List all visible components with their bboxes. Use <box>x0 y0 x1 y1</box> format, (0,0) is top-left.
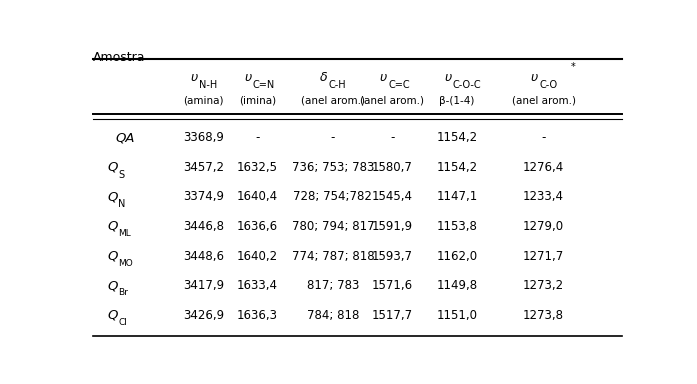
Text: υ: υ <box>190 71 198 84</box>
Text: Cl: Cl <box>118 318 128 327</box>
Text: -: - <box>330 131 335 144</box>
Text: Q: Q <box>107 161 118 174</box>
Text: 1545,4: 1545,4 <box>372 190 413 204</box>
Text: C-O: C-O <box>539 80 558 90</box>
Text: 1640,4: 1640,4 <box>237 190 278 204</box>
Text: C-O-C: C-O-C <box>453 80 482 90</box>
Text: 3448,6: 3448,6 <box>183 250 224 263</box>
Text: 1580,7: 1580,7 <box>372 161 413 174</box>
Text: 1147,1: 1147,1 <box>436 190 477 204</box>
Text: 784; 818: 784; 818 <box>307 309 359 322</box>
Text: υ: υ <box>445 71 452 84</box>
Text: 817; 783: 817; 783 <box>307 279 359 292</box>
Text: 1154,2: 1154,2 <box>436 131 477 144</box>
Text: 1640,2: 1640,2 <box>237 250 278 263</box>
Text: -: - <box>542 131 546 144</box>
Text: υ: υ <box>380 71 387 84</box>
Text: 1162,0: 1162,0 <box>436 250 477 263</box>
Text: 1636,6: 1636,6 <box>237 220 278 233</box>
Text: 728; 754;782: 728; 754;782 <box>293 190 372 204</box>
Text: 736; 753; 783: 736; 753; 783 <box>292 161 374 174</box>
Text: 1273,2: 1273,2 <box>523 279 564 292</box>
Text: ML: ML <box>118 229 131 238</box>
Text: C=C: C=C <box>388 80 410 90</box>
Text: Q: Q <box>107 190 118 204</box>
Text: (imina): (imina) <box>238 96 276 106</box>
Text: Q: Q <box>107 220 118 233</box>
Text: 3426,9: 3426,9 <box>183 309 224 322</box>
Text: 3374,9: 3374,9 <box>183 190 224 204</box>
Text: 1279,0: 1279,0 <box>523 220 564 233</box>
Text: 3368,9: 3368,9 <box>183 131 224 144</box>
Text: N: N <box>118 199 126 209</box>
Text: 3457,2: 3457,2 <box>183 161 224 174</box>
Text: 1633,4: 1633,4 <box>237 279 278 292</box>
Text: 1593,7: 1593,7 <box>372 250 413 263</box>
Text: -: - <box>255 131 259 144</box>
Text: 1591,9: 1591,9 <box>372 220 413 233</box>
Text: 1271,7: 1271,7 <box>523 250 564 263</box>
Text: Br: Br <box>118 288 128 298</box>
Text: β-(1-4): β-(1-4) <box>439 96 475 106</box>
Text: 1153,8: 1153,8 <box>437 220 477 233</box>
Text: υ: υ <box>531 71 538 84</box>
Text: 1233,4: 1233,4 <box>523 190 564 204</box>
Text: (anel arom.): (anel arom.) <box>360 96 424 106</box>
Text: 1276,4: 1276,4 <box>523 161 564 174</box>
Text: 1154,2: 1154,2 <box>436 161 477 174</box>
Text: (anel arom.): (anel arom.) <box>301 96 365 106</box>
Text: C-H: C-H <box>328 80 346 90</box>
Text: 1273,8: 1273,8 <box>523 309 564 322</box>
Text: C=N: C=N <box>253 80 275 90</box>
Text: δ: δ <box>320 71 328 84</box>
Text: 774; 787; 818: 774; 787; 818 <box>291 250 374 263</box>
Text: 780; 794; 817: 780; 794; 817 <box>291 220 374 233</box>
Text: 3446,8: 3446,8 <box>183 220 224 233</box>
Text: *: * <box>571 62 576 72</box>
Text: Amostra: Amostra <box>93 51 145 63</box>
Text: 1632,5: 1632,5 <box>237 161 278 174</box>
Text: (anel arom.): (anel arom.) <box>512 96 576 106</box>
Text: 1571,6: 1571,6 <box>372 279 413 292</box>
Text: (amina): (amina) <box>183 96 224 106</box>
Text: υ: υ <box>245 71 252 84</box>
Text: N-H: N-H <box>199 80 217 90</box>
Text: QA: QA <box>115 131 135 144</box>
Text: MO: MO <box>118 259 133 268</box>
Text: 1636,3: 1636,3 <box>237 309 278 322</box>
Text: Q: Q <box>107 250 118 263</box>
Text: 1151,0: 1151,0 <box>436 309 477 322</box>
Text: Q: Q <box>107 309 118 322</box>
Text: S: S <box>118 170 125 180</box>
Text: -: - <box>390 131 395 144</box>
Text: 1517,7: 1517,7 <box>372 309 413 322</box>
Text: 3417,9: 3417,9 <box>183 279 224 292</box>
Text: Q: Q <box>107 279 118 292</box>
Text: 1149,8: 1149,8 <box>436 279 477 292</box>
